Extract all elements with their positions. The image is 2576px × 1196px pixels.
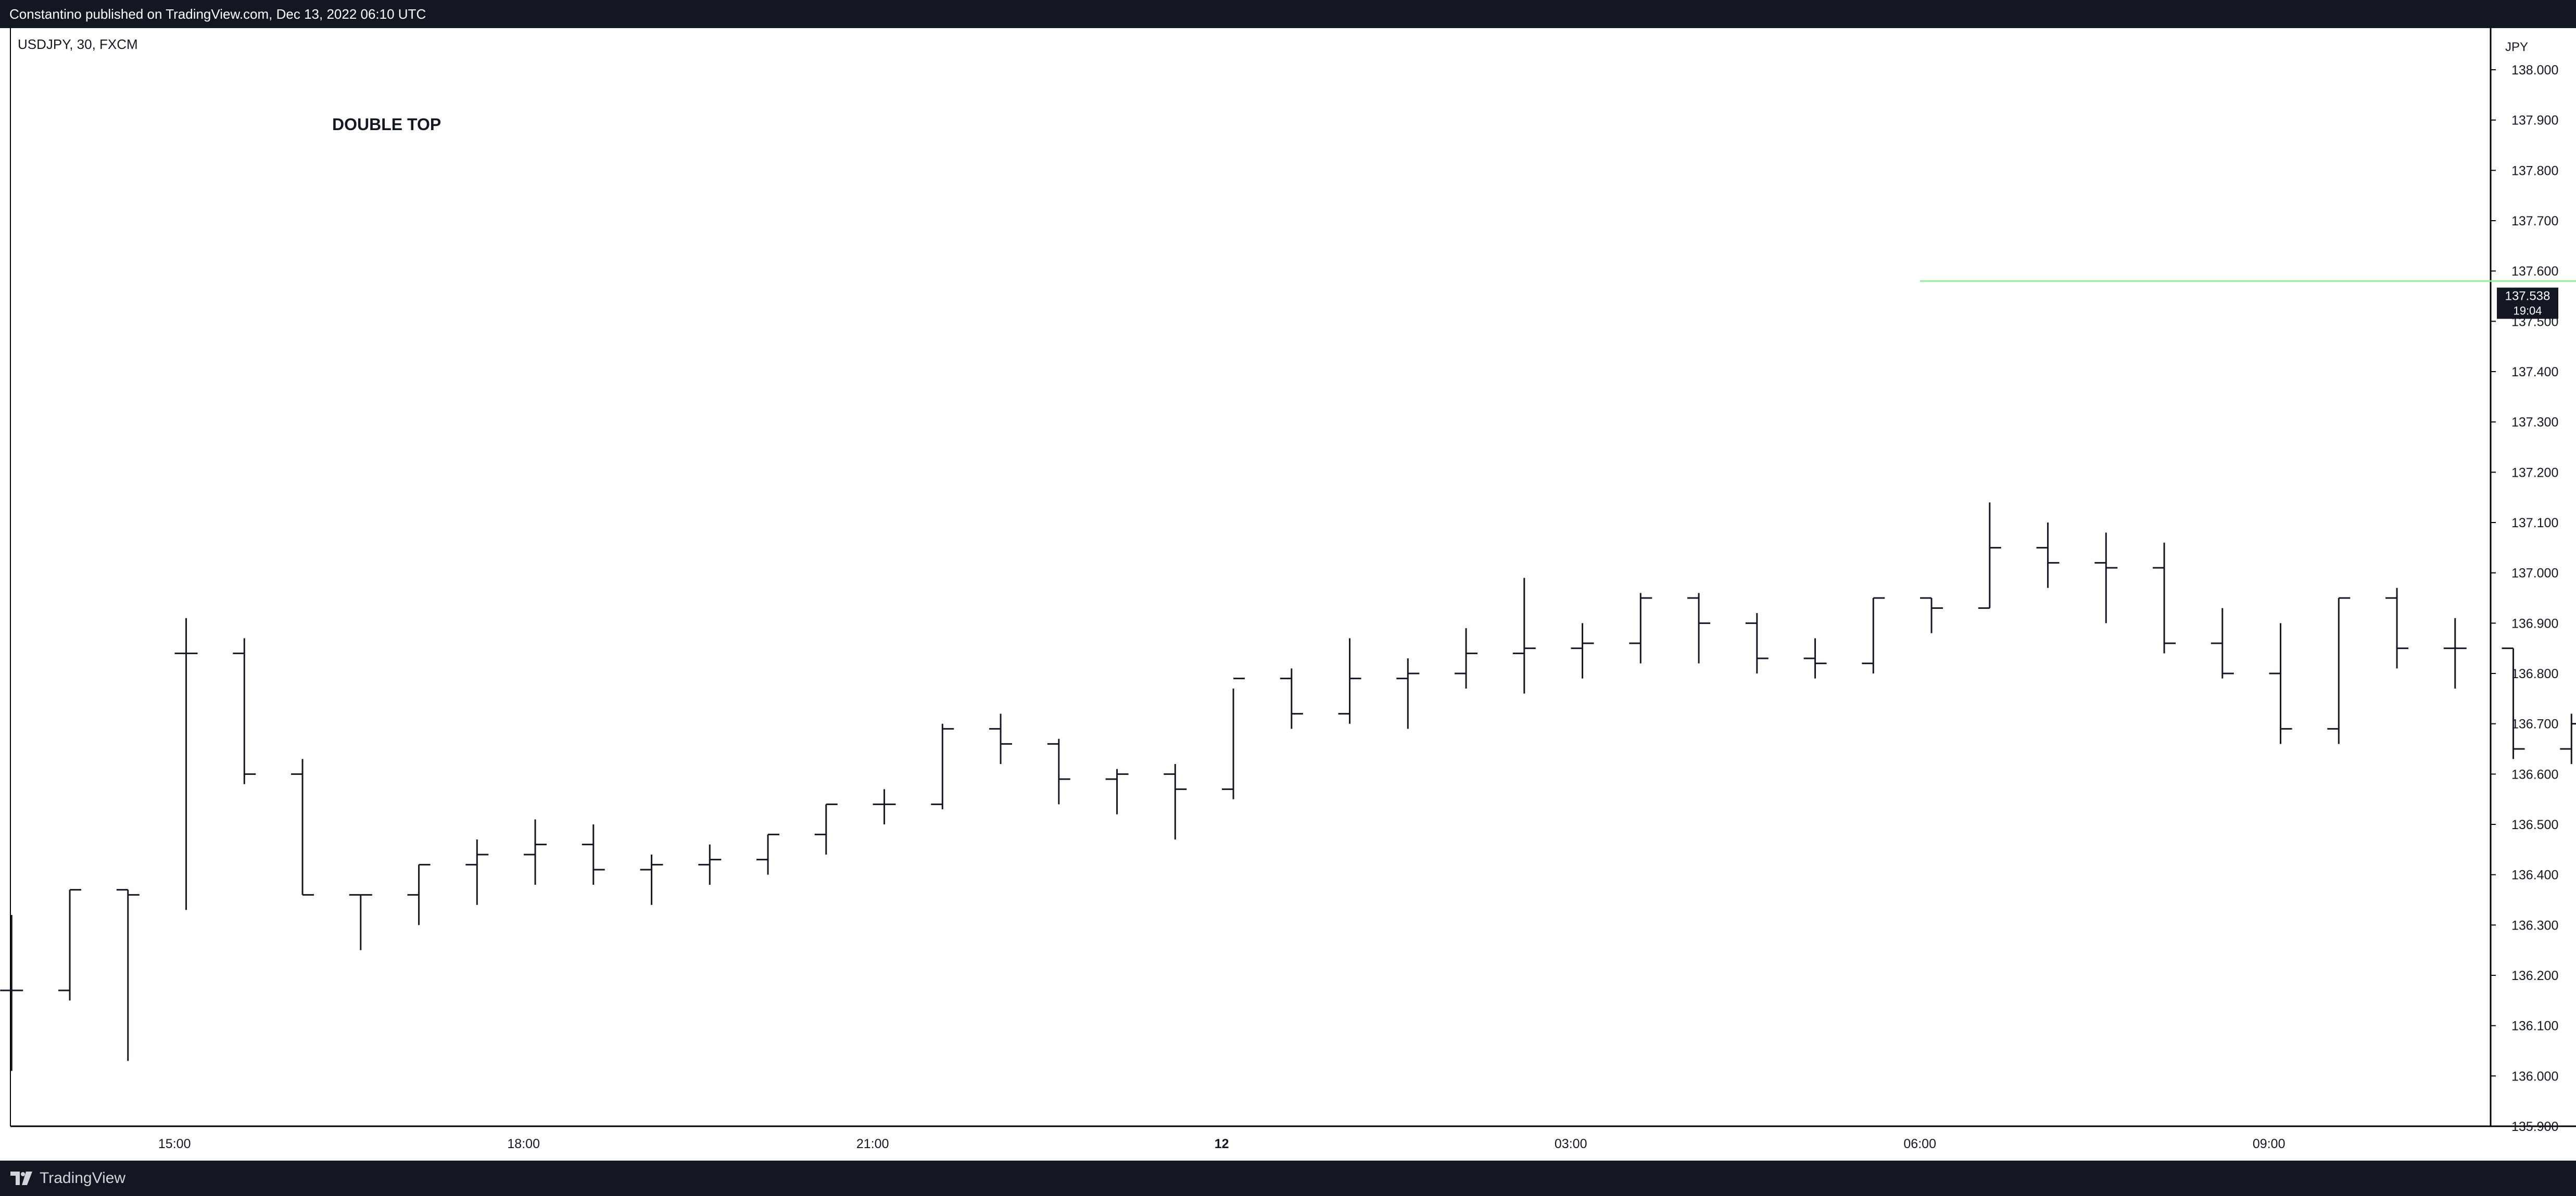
- y-tick-label: 137.900: [2511, 113, 2558, 128]
- y-tick-label: 136.300: [2511, 918, 2558, 933]
- y-tick-label: 137.200: [2511, 465, 2558, 480]
- y-tick-label: 136.400: [2511, 868, 2558, 883]
- ohlc-bars: [0, 502, 2576, 1071]
- currency-label: JPY: [2505, 40, 2528, 54]
- x-tick-label: 15:00: [158, 1137, 191, 1151]
- y-tick-label: 137.300: [2511, 415, 2558, 430]
- y-tick-label: 138.000: [2511, 63, 2558, 78]
- y-tick-label: 136.500: [2511, 818, 2558, 832]
- price-chart[interactable]: JPY 138.000 137.900 137.800 137.700 137.600 13…: [0, 28, 2576, 1161]
- y-tick-label: 137.000: [2511, 566, 2558, 581]
- y-tick-label: 137.100: [2511, 516, 2558, 530]
- x-tick-label: 09:00: [2253, 1137, 2285, 1151]
- x-tick-label: 06:00: [1903, 1137, 1936, 1151]
- publish-header: Constantino published on TradingView.com…: [0, 0, 2576, 28]
- x-tick-label: 21:00: [856, 1137, 889, 1151]
- y-tick-label: 135.900: [2511, 1119, 2558, 1134]
- y-tick-label: 136.100: [2511, 1019, 2558, 1034]
- y-tick-label: 137.700: [2511, 214, 2558, 228]
- countdown-label: 19:04: [2513, 304, 2542, 317]
- y-tick-label: 137.800: [2511, 163, 2558, 178]
- y-tick-label: 136.900: [2511, 616, 2558, 631]
- tradingview-logo-icon: [10, 1172, 32, 1185]
- last-price-label: 137.538: [2505, 289, 2550, 303]
- y-tick-label: 136.600: [2511, 767, 2558, 782]
- x-tick-label: 12: [1215, 1137, 1229, 1151]
- symbol-label: USDJPY, 30, FXCM: [18, 36, 138, 52]
- last-price-badge: [2497, 287, 2558, 319]
- x-tick-label: 03:00: [1555, 1137, 1587, 1151]
- y-tick-label: 136.700: [2511, 717, 2558, 732]
- y-tick-label: 136.800: [2511, 667, 2558, 681]
- y-tick-label: 136.000: [2511, 1069, 2558, 1084]
- publish-text: Constantino published on TradingView.com…: [9, 6, 426, 22]
- y-tick-label: 137.400: [2511, 365, 2558, 379]
- y-tick-label: 137.600: [2511, 264, 2558, 279]
- footer-bar: TradingView: [0, 1161, 2576, 1196]
- chart-title: DOUBLE TOP: [332, 115, 441, 134]
- y-tick-label: 136.200: [2511, 969, 2558, 983]
- x-tick-label: 18:00: [507, 1137, 540, 1151]
- footer-brand: TradingView: [40, 1169, 126, 1187]
